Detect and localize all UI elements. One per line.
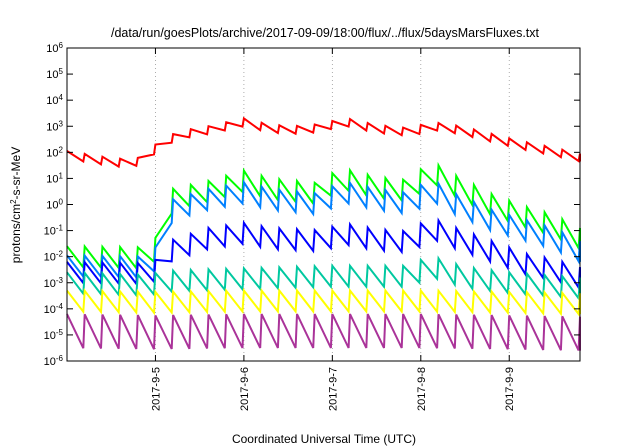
y-axis: 10610510410310210110010-110-210-310-410-…: [44, 41, 580, 369]
y-tick-label: 104: [46, 93, 63, 108]
y-tick-label-base: 10: [46, 200, 58, 212]
series-line-4: [66, 217, 581, 291]
y-tick-label: 106: [46, 41, 63, 56]
series-line-6: [66, 287, 581, 317]
y-tick-label: 10-3: [44, 275, 64, 290]
series-line-5: [66, 255, 581, 302]
y-tick-label-exponent: 6: [59, 41, 64, 50]
y-tick-label-base: 10: [46, 43, 58, 55]
series-line-1: [66, 116, 581, 169]
chart-title: /data/run/goesPlots/archive/2017-09-09/1…: [111, 26, 540, 40]
y-tick-label-exponent: -4: [56, 301, 64, 310]
y-tick-label: 103: [46, 119, 63, 134]
y-tick-label-base: 10: [44, 278, 56, 290]
y-tick-label-exponent: 5: [59, 67, 64, 76]
y-tick-label-base: 10: [44, 304, 56, 316]
x-axis: 2017-9-5 2017-9-6 2017-9-7 2017-9-8 2017-9-9: [150, 48, 516, 411]
y-tick-label-exponent: 4: [59, 93, 64, 102]
y-tick-label-exponent: -5: [56, 327, 64, 336]
y-tick-label: 102: [46, 145, 63, 160]
y-tick-label-base: 10: [46, 147, 58, 159]
y-tick-label-exponent: 2: [59, 145, 64, 154]
y-tick-label: 100: [46, 197, 63, 212]
y-tick-label-base: 10: [46, 121, 58, 133]
y-axis-label-main: protons/cm: [9, 204, 23, 263]
y-tick-label-exponent: -1: [56, 223, 64, 232]
y-axis-label-suffix: -s-sr-MeV: [9, 147, 23, 200]
x-tick-label: 2017-9-8: [416, 367, 428, 411]
x-tick-label: 2017-9-6: [239, 367, 251, 411]
y-tick-label: 10-5: [44, 327, 64, 342]
y-tick-label-base: 10: [46, 95, 58, 107]
y-tick-label: 10-1: [44, 223, 64, 238]
series-line-2: [66, 161, 581, 271]
y-tick-label: 10-2: [44, 249, 64, 264]
y-tick-label-exponent: 3: [59, 119, 64, 128]
series-line-7: [66, 313, 581, 351]
y-axis-label-superscript: 2: [9, 199, 18, 204]
y-tick-label: 10-6: [44, 354, 64, 369]
series-group: [66, 116, 581, 351]
plot-frame: [66, 47, 581, 362]
y-tick-label-exponent: -6: [56, 354, 64, 363]
y-tick-label-base: 10: [44, 252, 56, 264]
y-tick-label-exponent: -2: [56, 249, 64, 258]
x-tick-label: 2017-9-5: [150, 367, 162, 411]
y-tick-label-exponent: 1: [59, 171, 64, 180]
y-tick-label-base: 10: [46, 69, 58, 81]
y-tick-label: 105: [46, 67, 63, 82]
y-axis-label: protons/cm2-s-sr-MeV: [9, 147, 24, 263]
x-axis-label: Coordinated Universal Time (UTC): [232, 432, 416, 446]
y-tick-label-exponent: 0: [59, 197, 64, 206]
y-tick-label-base: 10: [44, 356, 56, 368]
y-tick-label: 101: [46, 171, 63, 186]
series-line-3: [66, 179, 581, 280]
x-tick-label: 2017-9-9: [504, 367, 516, 411]
y-tick-label-exponent: -3: [56, 275, 64, 284]
y-tick-label-base: 10: [44, 226, 56, 238]
x-tick-label: 2017-9-7: [327, 367, 339, 411]
y-tick-label-base: 10: [46, 173, 58, 185]
y-tick-label: 10-4: [44, 301, 64, 316]
y-tick-label-base: 10: [44, 330, 56, 342]
